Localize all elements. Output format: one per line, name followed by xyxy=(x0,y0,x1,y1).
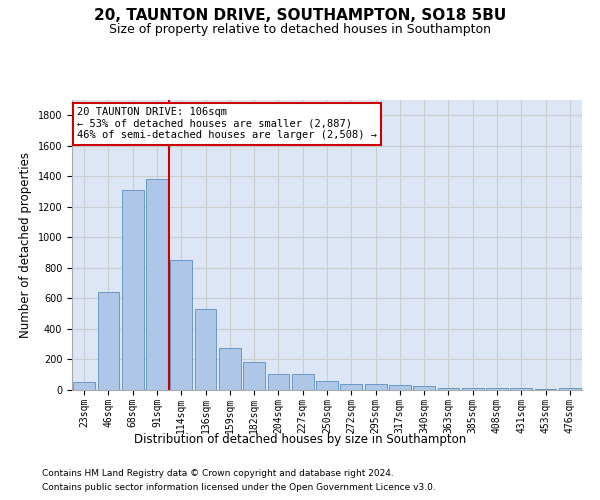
Bar xyxy=(413,386,435,390)
Bar xyxy=(511,388,532,390)
Bar xyxy=(535,389,556,390)
Bar xyxy=(437,388,460,390)
Bar xyxy=(316,381,338,390)
Text: Contains HM Land Registry data © Crown copyright and database right 2024.: Contains HM Land Registry data © Crown c… xyxy=(42,468,394,477)
Bar xyxy=(194,309,217,390)
Bar xyxy=(365,384,386,390)
Bar xyxy=(559,388,581,390)
Bar xyxy=(243,362,265,390)
Bar xyxy=(462,388,484,390)
Bar xyxy=(389,386,411,390)
Bar xyxy=(73,382,95,390)
Bar xyxy=(486,388,508,390)
Bar xyxy=(219,348,241,390)
Text: 20 TAUNTON DRIVE: 106sqm
← 53% of detached houses are smaller (2,887)
46% of sem: 20 TAUNTON DRIVE: 106sqm ← 53% of detach… xyxy=(77,108,377,140)
Bar xyxy=(292,374,314,390)
Text: Contains public sector information licensed under the Open Government Licence v3: Contains public sector information licen… xyxy=(42,484,436,492)
Bar xyxy=(340,384,362,390)
Bar xyxy=(122,190,143,390)
Y-axis label: Number of detached properties: Number of detached properties xyxy=(19,152,32,338)
Bar xyxy=(268,374,289,390)
Bar xyxy=(146,180,168,390)
Text: Distribution of detached houses by size in Southampton: Distribution of detached houses by size … xyxy=(134,432,466,446)
Bar xyxy=(170,260,192,390)
Bar xyxy=(97,292,119,390)
Text: Size of property relative to detached houses in Southampton: Size of property relative to detached ho… xyxy=(109,22,491,36)
Text: 20, TAUNTON DRIVE, SOUTHAMPTON, SO18 5BU: 20, TAUNTON DRIVE, SOUTHAMPTON, SO18 5BU xyxy=(94,8,506,22)
